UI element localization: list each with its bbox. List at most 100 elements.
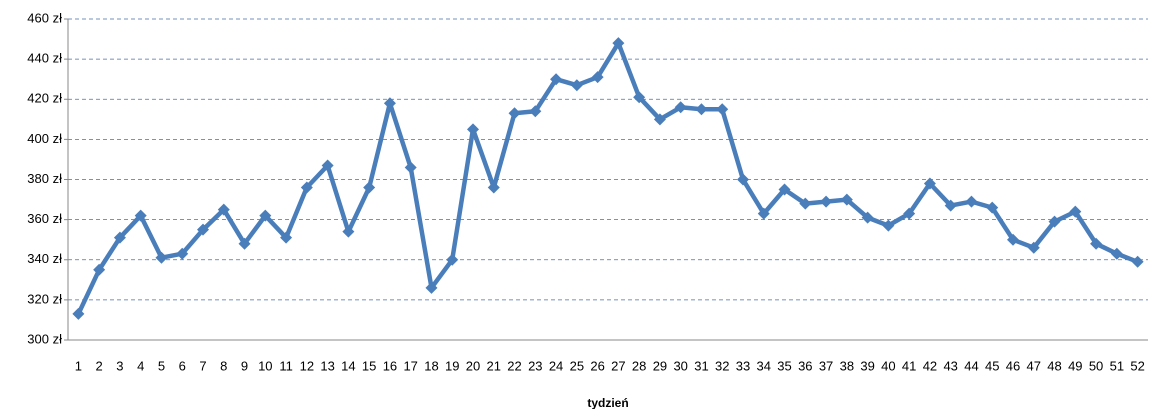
- y-tick-label: 320 zł: [27, 291, 62, 306]
- x-tick-label: 35: [777, 358, 791, 373]
- point: [653, 113, 666, 126]
- x-tick-label: 17: [403, 358, 417, 373]
- x-tick-label: 24: [549, 358, 563, 373]
- x-tick-label: 26: [590, 358, 604, 373]
- point: [716, 103, 729, 116]
- x-tick-label: 19: [445, 358, 459, 373]
- x-tick-label: 37: [819, 358, 833, 373]
- point: [300, 181, 313, 194]
- x-tick-label: 11: [279, 358, 293, 373]
- y-tick-label: 440 zł: [27, 51, 62, 66]
- point: [508, 107, 521, 120]
- point: [550, 73, 563, 86]
- point: [1048, 215, 1061, 228]
- x-tick-label: 36: [798, 358, 812, 373]
- point: [155, 251, 168, 264]
- x-tick-label: 41: [902, 358, 916, 373]
- point: [1131, 255, 1144, 268]
- point: [197, 223, 209, 236]
- point: [383, 97, 396, 110]
- point: [612, 37, 625, 50]
- x-tick-label: 42: [923, 358, 937, 373]
- point: [799, 197, 812, 210]
- x-tick-label: 18: [424, 358, 438, 373]
- point: [72, 307, 85, 320]
- x-tick-label: 4: [137, 358, 144, 373]
- point: [737, 173, 749, 186]
- x-tick-label: 25: [570, 358, 584, 373]
- point: [903, 207, 916, 220]
- x-tick-label: 22: [507, 358, 521, 373]
- point: [1007, 233, 1019, 246]
- point: [467, 123, 479, 136]
- point: [363, 181, 376, 194]
- point: [695, 103, 708, 116]
- point: [882, 219, 895, 232]
- x-tick-label: 48: [1047, 358, 1061, 373]
- point: [425, 281, 438, 294]
- point: [820, 195, 833, 208]
- x-tick-label: 5: [158, 358, 165, 373]
- point: [674, 101, 687, 114]
- x-tick-label: 33: [736, 358, 750, 373]
- x-tick-label: 50: [1089, 358, 1103, 373]
- y-tick-label: 460 zł: [27, 10, 62, 25]
- x-tick-label: 40: [881, 358, 895, 373]
- x-tick-label: 31: [694, 358, 708, 373]
- x-tick-label: 16: [383, 358, 397, 373]
- point: [446, 253, 459, 266]
- x-tick-label: 32: [715, 358, 729, 373]
- point: [134, 209, 147, 222]
- x-tick-label: 21: [487, 358, 501, 373]
- x-tick-label: 30: [673, 358, 687, 373]
- point: [861, 211, 874, 224]
- point: [633, 91, 646, 104]
- x-tick-label: 45: [985, 358, 999, 373]
- x-tick-label: 13: [320, 358, 334, 373]
- point: [529, 105, 542, 118]
- x-tick-label: 7: [199, 358, 206, 373]
- line: [76, 40, 1139, 315]
- x-tick-label: 23: [528, 358, 542, 373]
- x-tick-label: 3: [116, 358, 123, 373]
- point: [591, 71, 604, 84]
- point: [321, 159, 334, 172]
- y-tick-label: 400 zł: [27, 131, 62, 146]
- x-tick-label: 49: [1068, 358, 1082, 373]
- point: [923, 177, 936, 190]
- y-tick-label: 380 zł: [27, 171, 62, 186]
- point: [280, 231, 293, 244]
- x-tick-label: 10: [258, 358, 272, 373]
- x-tick-label: 52: [1130, 358, 1144, 373]
- x-tick-label: 51: [1110, 358, 1124, 373]
- y-tick-label: 420 zł: [27, 91, 62, 106]
- point: [1110, 247, 1123, 260]
- x-tick-label: 9: [241, 358, 248, 373]
- x-axis-title: tydzień: [587, 396, 628, 409]
- point: [259, 209, 272, 222]
- point: [342, 225, 355, 238]
- y-tick-label: 300 zł: [27, 331, 62, 346]
- x-tick-label: 38: [840, 358, 854, 373]
- point: [487, 181, 500, 194]
- point: [217, 203, 230, 216]
- point: [778, 183, 791, 196]
- point: [1090, 237, 1103, 250]
- y-tick-label: 360 zł: [27, 211, 62, 226]
- x-tick-label: 20: [466, 358, 480, 373]
- x-tick-label: 12: [300, 358, 314, 373]
- x-tick-label: 34: [757, 358, 771, 373]
- point: [986, 201, 999, 214]
- point: [840, 193, 853, 206]
- point: [113, 231, 126, 244]
- point: [1027, 241, 1040, 254]
- x-tick-label: 29: [653, 358, 667, 373]
- point: [1069, 205, 1082, 218]
- point: [238, 237, 251, 250]
- point: [944, 199, 957, 212]
- x-tick-label: 15: [362, 358, 376, 373]
- point: [570, 79, 583, 92]
- point: [965, 195, 978, 208]
- x-tick-label: 6: [179, 358, 186, 373]
